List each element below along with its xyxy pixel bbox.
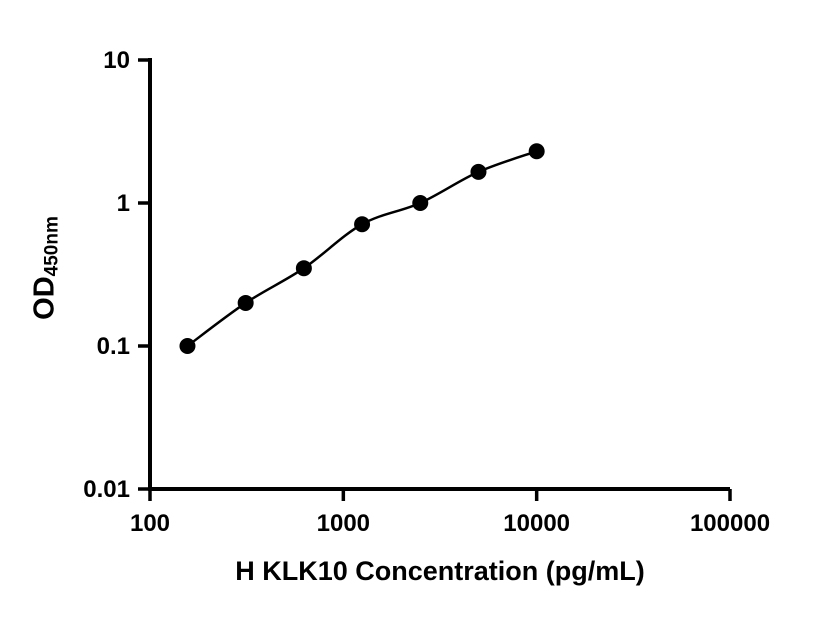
data-point xyxy=(470,163,487,180)
data-point xyxy=(237,294,254,311)
y-tick-label: 0.01 xyxy=(83,476,130,503)
x-axis-title: H KLK10 Concentration (pg/mL) xyxy=(235,556,645,586)
x-tick-label: 100000 xyxy=(690,510,770,537)
data-point xyxy=(179,338,196,354)
y-tick-label: 10 xyxy=(103,47,130,74)
y-axis-title: OD450nm xyxy=(29,216,64,320)
data-point xyxy=(412,195,429,211)
y-axis-title-text: OD xyxy=(28,276,61,320)
x-tick-label: 100 xyxy=(130,510,170,537)
data-point xyxy=(354,216,371,233)
x-tick-label: 10000 xyxy=(503,510,570,537)
y-tick-label: 1 xyxy=(117,190,130,217)
data-point xyxy=(528,143,545,160)
x-tick-label: 1000 xyxy=(317,510,370,537)
data-point xyxy=(295,260,312,277)
y-tick-label: 0.1 xyxy=(97,333,130,360)
standard-curve-line xyxy=(186,150,538,348)
y-axis-title-subscript: 450nm xyxy=(41,216,63,277)
